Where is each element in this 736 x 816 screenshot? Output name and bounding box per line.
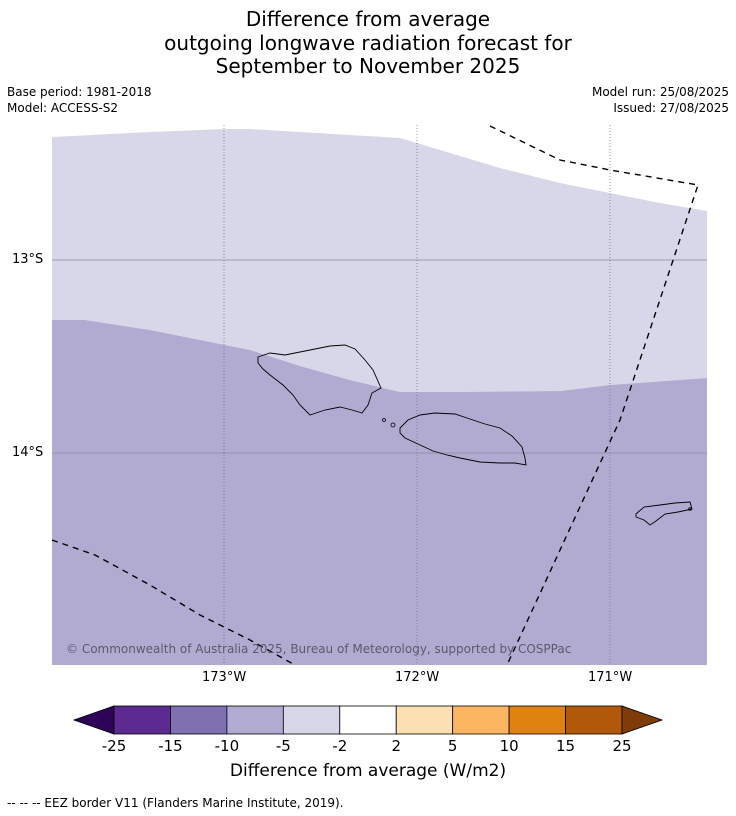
colorbar-tick-label: 10 bbox=[499, 737, 519, 755]
title-line-1: Difference from average bbox=[245, 7, 491, 31]
meta-right: Model run: 25/08/2025 Issued: 27/08/2025 bbox=[592, 84, 729, 116]
colorbar-segment bbox=[226, 705, 284, 735]
colorbar-extend-low bbox=[72, 705, 115, 735]
upper-anomaly-band bbox=[52, 129, 707, 392]
base-period-text: Base period: 1981-2018 bbox=[7, 85, 152, 99]
tutuila-island bbox=[635, 501, 693, 526]
colorbar-segment bbox=[565, 705, 623, 735]
colorbar-tick-label: 5 bbox=[447, 737, 458, 755]
colorbar-tick-label: -10 bbox=[214, 737, 240, 755]
colorbar-segment bbox=[452, 705, 510, 735]
eez-border-southwest bbox=[52, 539, 296, 665]
colorbar-title: Difference from average (W/m2) bbox=[229, 761, 507, 781]
apolima-island bbox=[382, 418, 386, 422]
aunuu-island bbox=[688, 507, 692, 511]
colorbar-segment bbox=[339, 705, 397, 735]
colorbar-tick-label: 2 bbox=[391, 737, 401, 755]
map-title: Difference from average outgoing longwav… bbox=[0, 7, 736, 79]
colorbar-tick-label: -5 bbox=[275, 737, 291, 755]
lon-label-173w: 173°W bbox=[202, 670, 247, 685]
colorbar-segment bbox=[170, 705, 228, 735]
colorbar-tick-label: 25 bbox=[612, 737, 632, 755]
lower-anomaly-band bbox=[52, 320, 707, 665]
map-area: © Commonwealth of Australia 2025, Bureau… bbox=[52, 125, 707, 665]
model-text: Model: ACCESS-S2 bbox=[7, 101, 119, 115]
eez-border-east bbox=[489, 125, 699, 665]
savaii-island bbox=[257, 344, 382, 416]
colorbar bbox=[72, 705, 664, 735]
manono-island bbox=[390, 422, 396, 428]
colorbar-extend-high bbox=[621, 705, 664, 735]
lon-label-172w: 172°W bbox=[395, 670, 440, 685]
lon-label-171w: 171°W bbox=[588, 670, 633, 685]
lat-label-13s: 13°S bbox=[12, 252, 44, 267]
issued-text: Issued: 27/08/2025 bbox=[613, 101, 729, 115]
meta-left: Base period: 1981-2018 Model: ACCESS-S2 bbox=[7, 84, 152, 116]
colorbar-segment bbox=[508, 705, 566, 735]
colorbar-segment bbox=[282, 705, 341, 735]
lat-label-14s: 14°S bbox=[12, 445, 44, 460]
colorbar-segment bbox=[113, 705, 171, 735]
eez-footnote: -- -- -- EEZ border V11 (Flanders Marine… bbox=[7, 796, 344, 810]
title-line-3: September to November 2025 bbox=[215, 54, 521, 78]
copyright-text: © Commonwealth of Australia 2025, Bureau… bbox=[66, 642, 571, 656]
colorbar-tick-label: -2 bbox=[332, 737, 348, 755]
title-line-2: outgoing longwave radiation forecast for bbox=[164, 30, 572, 55]
model-run-text: Model run: 25/08/2025 bbox=[591, 85, 729, 99]
colorbar-segment bbox=[395, 705, 454, 735]
colorbar-tick-label: 15 bbox=[556, 737, 576, 755]
colorbar-tick-label: -15 bbox=[158, 737, 183, 755]
upolu-island bbox=[399, 412, 527, 466]
colorbar-tick-label: -25 bbox=[101, 737, 127, 755]
